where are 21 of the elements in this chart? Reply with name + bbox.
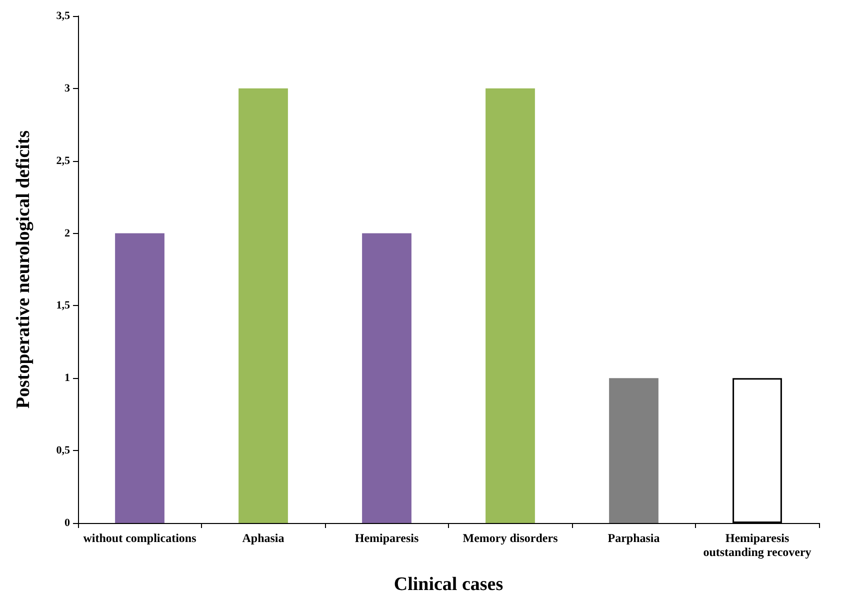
x-tick-label: Hemiparesis	[354, 531, 419, 545]
y-tick-label: 3,5	[56, 10, 70, 22]
y-axis-title: Postoperative neurological deficits	[13, 130, 34, 409]
y-tick-label: 1,5	[56, 300, 70, 312]
x-tick-label: Parphasia	[608, 531, 660, 545]
x-axis-title: Clinical cases	[394, 574, 504, 595]
y-tick-label: 0,5	[56, 444, 70, 457]
y-tick-label: 1	[64, 372, 70, 384]
x-tick-label: Hemiparesis outstanding recovery	[703, 531, 812, 559]
x-tick-label: without complications	[83, 531, 197, 545]
y-tick-label: 0	[64, 517, 70, 529]
bar	[238, 88, 288, 523]
bar	[362, 233, 412, 523]
x-tick-label: Aphasia	[242, 531, 284, 545]
bar	[486, 88, 535, 523]
x-tick-label: Memory disorders	[462, 531, 558, 545]
y-tick-label: 2,5	[56, 154, 70, 167]
y-tick-label: 2	[64, 227, 70, 240]
bar	[609, 378, 658, 523]
bar	[115, 233, 164, 523]
y-tick-label: 3	[64, 82, 70, 94]
